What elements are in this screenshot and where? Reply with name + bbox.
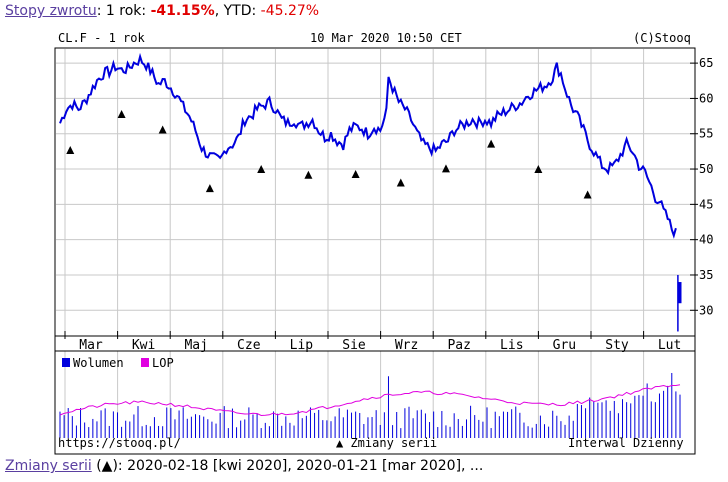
x-tick-label: Lut	[658, 338, 681, 353]
returns-link[interactable]: Stopy zwrotu	[5, 3, 97, 19]
price-line	[59, 52, 677, 239]
series-change-marker	[487, 139, 496, 148]
x-tick-label: Lip	[290, 338, 314, 353]
footer-url: https://stooq.pl/	[58, 436, 181, 450]
label-ytd: , YTD:	[214, 3, 261, 19]
paren-open: (	[91, 458, 102, 474]
y-tick-label: 50	[699, 162, 713, 176]
series-change-marker	[205, 184, 214, 193]
y-tick-label: 40	[699, 233, 713, 247]
series-changes-link[interactable]: Zmiany serii	[5, 458, 92, 474]
y-tick-label: 55	[699, 127, 713, 141]
footer-interval: Interwal Dzienny	[568, 436, 684, 450]
series-change-marker	[158, 125, 167, 134]
y-tick-label: 60	[699, 91, 713, 105]
series-change-marker	[441, 164, 450, 173]
chart-frame	[54, 47, 696, 455]
value-ytd: -45.27%	[260, 3, 320, 19]
y-tick-label: 45	[699, 197, 713, 211]
price-series	[59, 52, 682, 332]
x-tick-label: Cze	[237, 338, 261, 353]
label-1y: : 1 rok:	[96, 3, 151, 19]
chart-title-right: (C)Stooq	[633, 31, 691, 45]
legend-volume-swatch	[62, 358, 70, 367]
x-tick-label: Gru	[553, 338, 576, 353]
y-tick-label: 65	[699, 56, 713, 70]
series-change-marker	[117, 109, 126, 118]
value-1y: -41.15%	[150, 3, 215, 19]
x-tick-label: Paz	[447, 338, 470, 353]
y-tick-label: 35	[699, 268, 713, 282]
volume-bars	[59, 373, 681, 438]
chart-title-center: 10 Mar 2020 10:50 CET	[310, 31, 462, 45]
y-axis: 65 60 55 50 45 40 35 30	[690, 56, 713, 317]
x-tick-label: Maj	[184, 338, 207, 353]
series-changes-bar: Zmiany serii (▲): 2020-02-18 [kwi 2020],…	[5, 458, 483, 474]
y-tick-label: 30	[699, 303, 713, 317]
x-tick-label: Mar	[79, 338, 103, 353]
footer-series-changes: ▲ Zmiany serii	[336, 436, 437, 450]
series-change-marker	[534, 165, 543, 174]
x-tick-label: Sty	[605, 338, 629, 353]
triangle-glyph: ▲	[101, 458, 113, 474]
lop-line	[59, 384, 681, 417]
x-axis: Mar Kwi Maj Cze Lip Sie Wrz Paz Lis Gru Sty Lut	[64, 331, 681, 353]
x-tick-label: Wrz	[395, 338, 418, 353]
grid	[56, 49, 694, 438]
legend-volume-label: Wolumen	[73, 356, 124, 370]
x-tick-label: Lis	[500, 338, 523, 353]
chart-title-left: CL.F - 1 rok	[58, 31, 145, 45]
series-changes-text: ): 2020-02-18 [kwi 2020], 2020-01-21 [ma…	[112, 458, 484, 474]
series-change-marker	[66, 145, 75, 154]
series-change-marker	[257, 165, 266, 174]
series-change-marker	[304, 170, 313, 179]
series-change-marker	[583, 190, 592, 199]
series-change-markers	[66, 109, 592, 199]
x-tick-label: Kwi	[132, 338, 155, 353]
returns-bar: Stopy zwrotu: 1 rok: -41.15%, YTD: -45.2…	[5, 3, 319, 19]
legend-lop-swatch	[141, 358, 149, 367]
x-tick-label: Sie	[342, 338, 366, 353]
series-change-marker	[396, 178, 405, 187]
price-chart: CL.F - 1 rok 10 Mar 2020 10:50 CET (C)St…	[54, 31, 713, 455]
series-change-marker	[351, 169, 360, 178]
legend-lop-label: LOP	[152, 356, 174, 370]
